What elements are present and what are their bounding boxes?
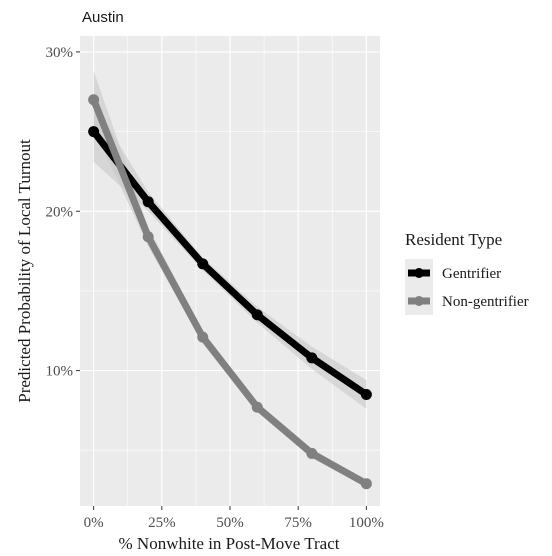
data-point-gentrifier (360, 388, 372, 400)
legend-title: Resident Type (405, 230, 502, 249)
series-lines (90, 96, 370, 488)
y-axis-title: Predicted Probability of Local Turnout (15, 139, 34, 403)
data-point-non-gentrifier (197, 331, 209, 343)
data-point-non-gentrifier (306, 447, 318, 459)
data-point-non-gentrifier (88, 94, 100, 106)
x-tick-label: 100% (349, 515, 384, 531)
legend-key-point-gentrifier (414, 268, 424, 278)
series-line-gentrifier (90, 128, 370, 398)
legend-key-point-non-gentrifier (414, 296, 424, 306)
data-point-gentrifier (306, 352, 318, 364)
data-point-non-gentrifier (142, 231, 154, 243)
panel-title: Austin (82, 9, 124, 26)
y-tick-label: 10% (46, 364, 74, 380)
data-point-gentrifier (142, 196, 154, 208)
series-line-non-gentrifier (90, 96, 370, 488)
legend: Resident Type Gentrifier Non-gentrifier (405, 230, 529, 315)
x-tick-label: 0% (84, 515, 104, 531)
data-point-gentrifier (251, 309, 263, 321)
y-axis-ticks: 10% 20% 30% (46, 45, 80, 380)
data-point-gentrifier (88, 126, 100, 138)
y-tick-label: 30% (46, 45, 74, 61)
legend-label-gentrifier: Gentrifier (442, 266, 501, 282)
y-tick-label: 20% (46, 204, 74, 220)
x-axis-title: % Nonwhite in Post-Move Tract (119, 534, 340, 553)
data-point-non-gentrifier (251, 401, 263, 413)
x-tick-label: 50% (216, 515, 244, 531)
data-point-gentrifier (197, 258, 209, 270)
series-points (88, 94, 372, 490)
legend-label-non-gentrifier: Non-gentrifier (442, 294, 529, 310)
data-point-non-gentrifier (360, 478, 372, 490)
x-tick-label: 25% (148, 515, 176, 531)
x-tick-label: 75% (284, 515, 312, 531)
x-axis-ticks: 0% 25% 50% 75% 100% (84, 506, 384, 531)
